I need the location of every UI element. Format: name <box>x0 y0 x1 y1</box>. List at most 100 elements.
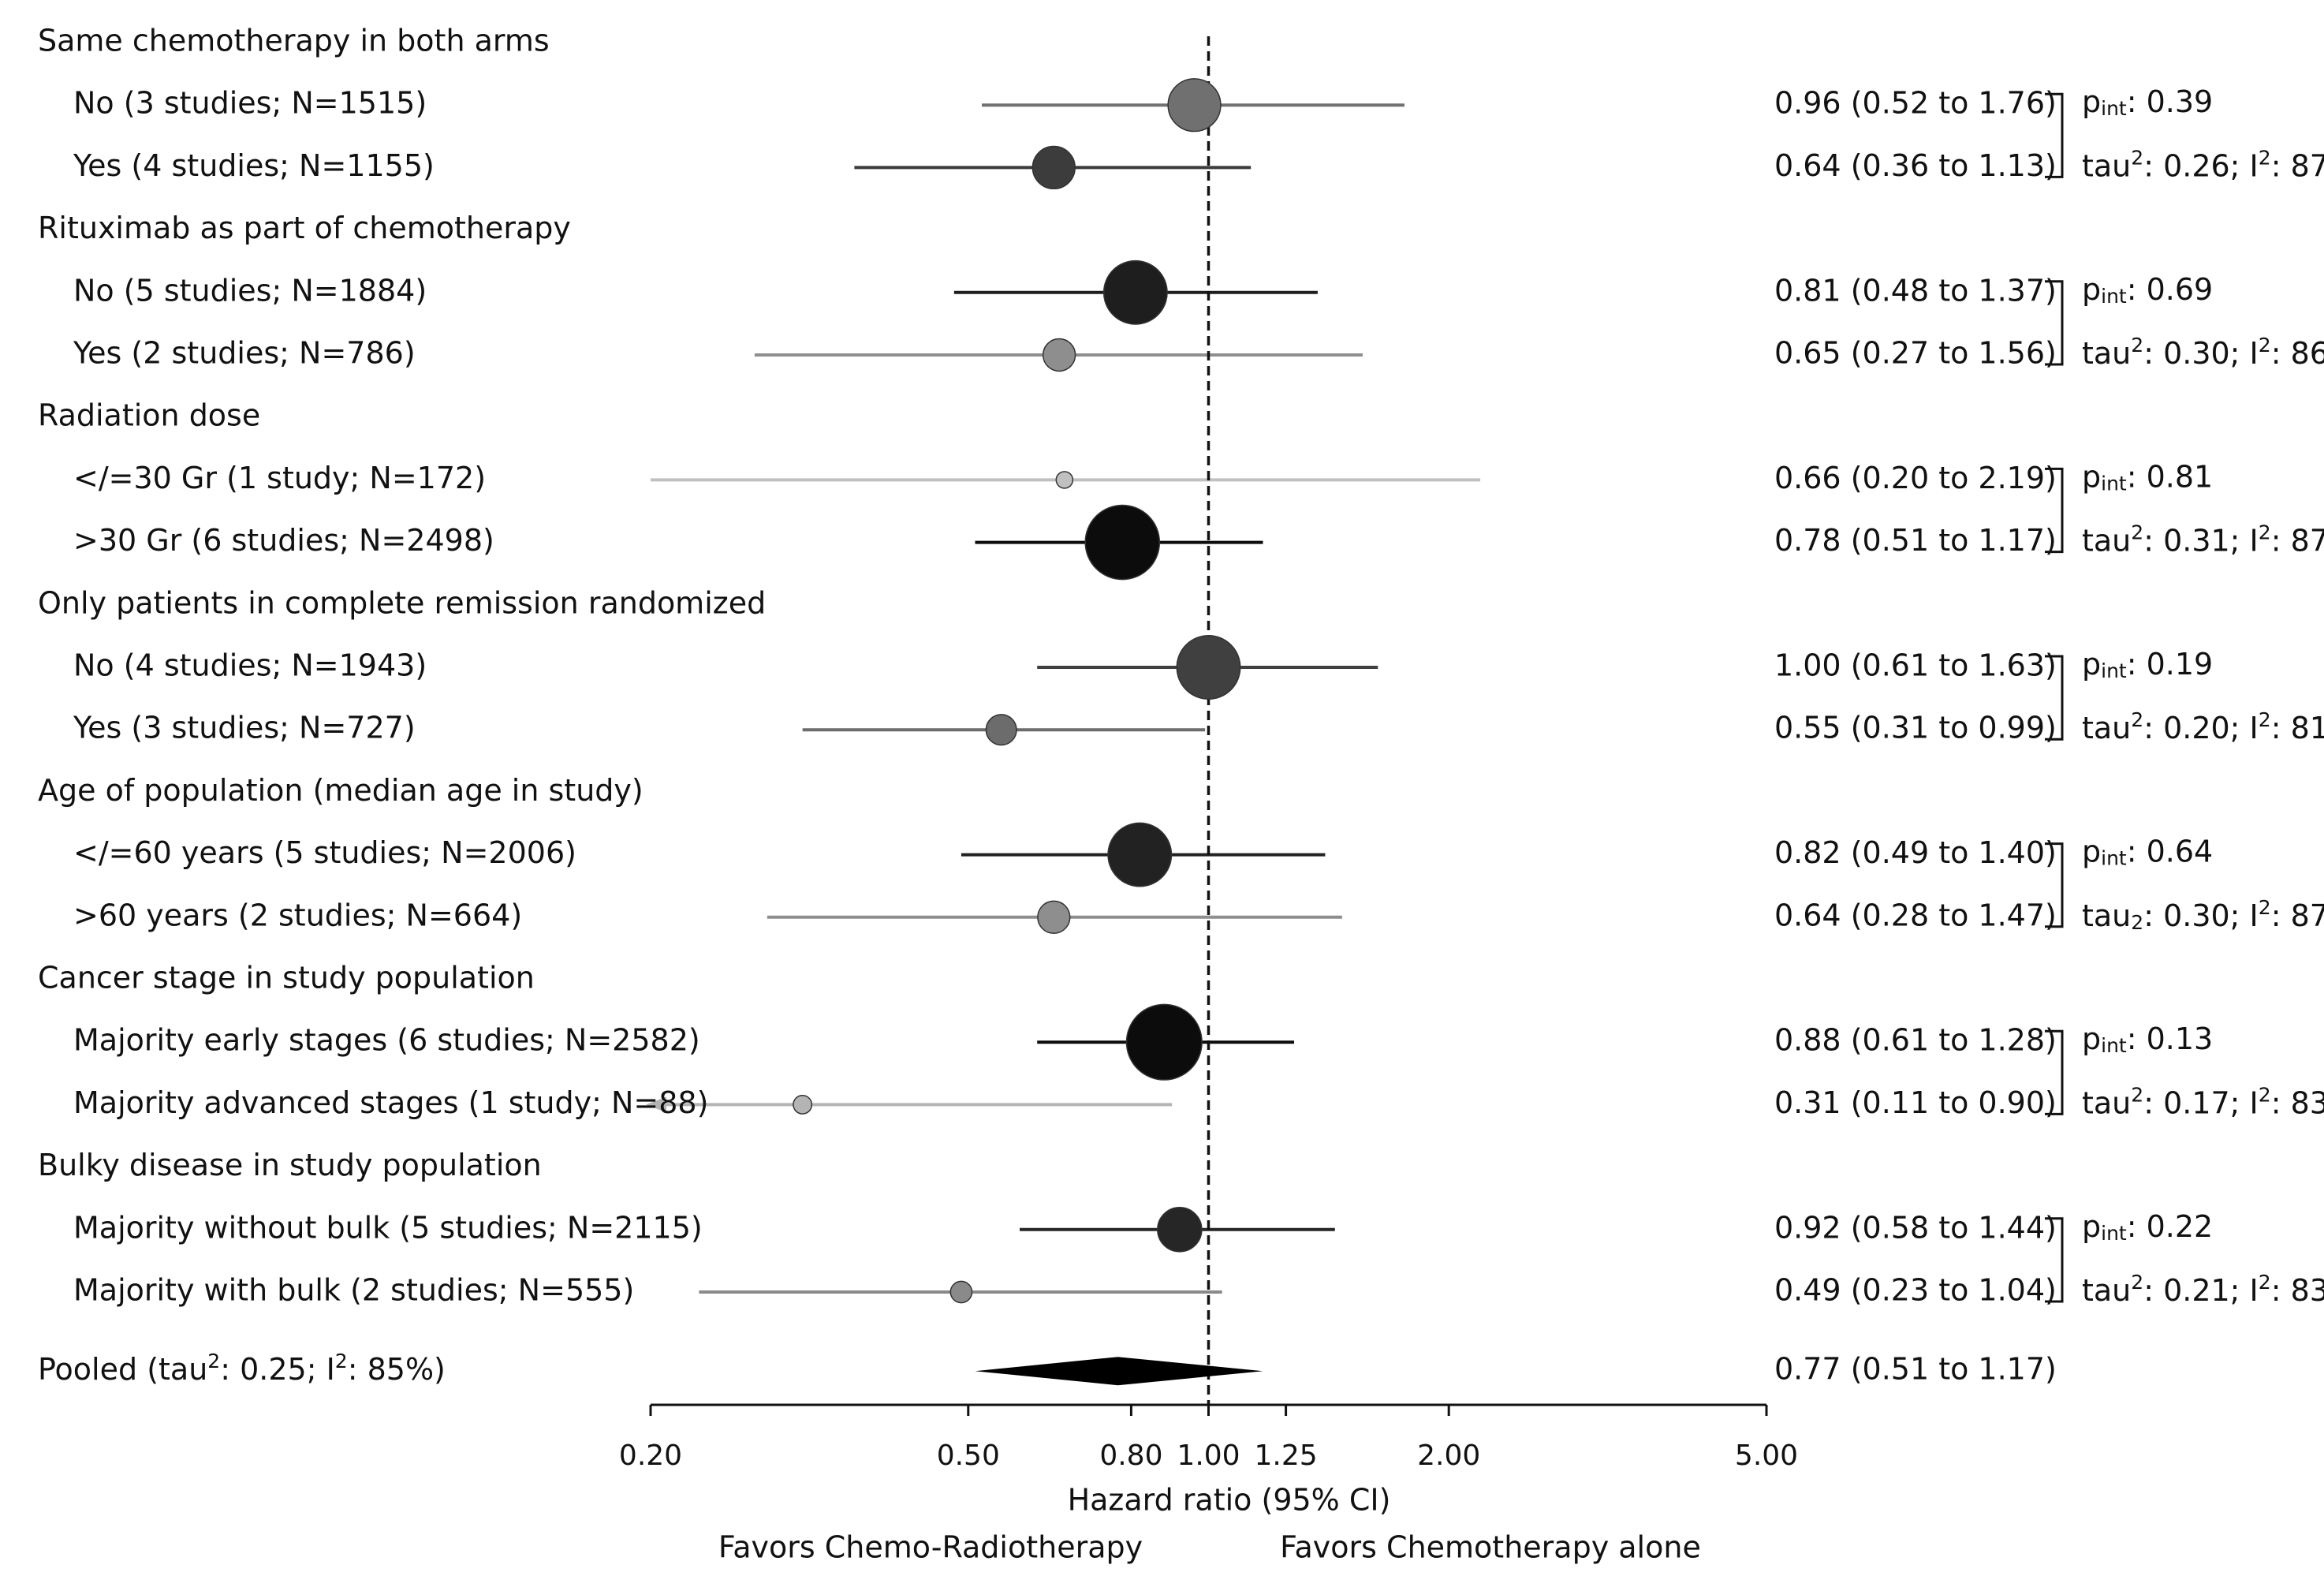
ci-text: 0.64 (0.36 to 1.13) <box>1774 148 2057 183</box>
heterogeneity-text: tau2: 0.31; I2: 87% <box>2082 521 2324 558</box>
hr-point <box>1037 900 1071 934</box>
i2-superscript: 2 <box>2259 146 2271 169</box>
tau-superscript: 2 <box>2131 1271 2143 1294</box>
tau-label: tau <box>2082 523 2131 558</box>
row-label: </=30 Gr (1 study; N=172) <box>73 461 486 495</box>
pooled-tau-superscript: 2 <box>207 1350 220 1372</box>
i2-superscript: 2 <box>2259 1271 2271 1294</box>
row-label: Yes (4 studies; N=1155) <box>73 148 435 183</box>
x-tick-label: 0.20 <box>619 1440 682 1472</box>
p-label: p <box>2082 834 2101 868</box>
row-label: Yes (3 studies; N=727) <box>73 711 416 745</box>
ci-arrow-left <box>646 1096 666 1113</box>
p-int-value: : 0.81 <box>2127 459 2214 494</box>
pooled-tau-value: : 0.25; I <box>220 1352 335 1387</box>
p-subscript: int <box>2101 659 2127 682</box>
row-label: No (3 studies; N=1515) <box>73 86 427 121</box>
tau-superscript: 2 <box>2131 521 2143 543</box>
ci-text: 0.81 (0.48 to 1.37) <box>1774 273 2057 308</box>
ci-text: 0.78 (0.51 to 1.17) <box>1774 523 2057 558</box>
ci-text: 0.64 (0.28 to 1.47) <box>1774 898 2057 932</box>
tau-label: tau <box>2082 336 2131 371</box>
favors-right-label: Favors Chemotherapy alone <box>1280 1530 1701 1565</box>
group-heading: Rituximab as part of chemotherapy <box>38 211 571 245</box>
p-subscript: int <box>2101 846 2127 869</box>
tau-label: tau <box>2082 898 2131 932</box>
ci-text: 0.92 (0.58 to 1.44) <box>1774 1210 2057 1245</box>
i2-value: : 83% <box>2271 1273 2324 1308</box>
interaction-bracket <box>2045 842 2064 928</box>
plot-marks <box>793 78 1263 1386</box>
hr-point <box>1176 635 1241 700</box>
x-tick-label: 0.50 <box>937 1440 1000 1472</box>
p-label: p <box>2082 647 2101 682</box>
p-int-value: : 0.22 <box>2127 1208 2214 1243</box>
hr-point <box>1084 504 1161 581</box>
i2-superscript: 2 <box>2259 521 2271 543</box>
hr-point <box>1157 1207 1203 1253</box>
p-label: p <box>2082 84 2101 119</box>
group-heading: Radiation dose <box>38 398 260 433</box>
p-int-text: pint: 0.39 <box>2082 84 2213 120</box>
group-heading: Cancer stage in study population <box>38 961 535 995</box>
ci-text: 0.49 (0.23 to 1.04) <box>1774 1273 2057 1308</box>
group-heading: Only patients in complete remission rand… <box>38 585 766 620</box>
hr-point <box>1031 145 1076 190</box>
p-int-text: pint: 0.13 <box>2082 1021 2213 1057</box>
hr-point <box>1167 78 1222 133</box>
interaction-bracket <box>2045 280 2064 366</box>
i2-superscript: 2 <box>2259 896 2271 919</box>
heterogeneity-text: tau2: 0.30; I2: 86% <box>2082 334 2324 371</box>
tau-value: : 0.17; I <box>2143 1085 2259 1120</box>
row-label: >60 years (2 studies; N=664) <box>73 898 522 932</box>
heterogeneity-text: tau2: 0.30; I2: 87% <box>2082 896 2324 934</box>
ci-text: 0.55 (0.31 to 0.99) <box>1774 711 2057 745</box>
tau-subscript: 2 <box>2131 910 2143 933</box>
x-tick-label: 1.25 <box>1255 1440 1318 1472</box>
tau-value: : 0.30; I <box>2143 898 2259 932</box>
row-label: No (4 studies; N=1943) <box>73 648 427 683</box>
x-tick-label: 2.00 <box>1417 1440 1480 1472</box>
p-int-text: pint: 0.69 <box>2082 271 2213 307</box>
p-subscript: int <box>2101 1034 2127 1057</box>
group-heading: Age of population (median age in study) <box>38 773 643 808</box>
ci-text: 0.88 (0.61 to 1.28) <box>1774 1023 2057 1058</box>
plot-text: Same chemotherapy in both arms No (3 stud… <box>38 24 2324 1565</box>
tau-value: : 0.26; I <box>2143 148 2259 183</box>
row-label: No (5 studies; N=1884) <box>73 273 427 308</box>
i2-superscript: 2 <box>2259 1083 2271 1106</box>
pooled-label: Pooled (tau2: 0.25; I2: 85%) <box>38 1350 446 1387</box>
x-tick-label: 5.00 <box>1735 1440 1798 1472</box>
hr-point <box>793 1094 813 1115</box>
tau-superscript: 2 <box>2131 1083 2143 1106</box>
x-tick-label: 0.80 <box>1099 1440 1162 1472</box>
tau-superscript: 2 <box>2131 708 2143 731</box>
hr-point <box>1102 260 1168 325</box>
tau-value: : 0.30; I <box>2143 336 2259 371</box>
p-subscript: int <box>2101 472 2127 495</box>
row-label: </=60 years (5 studies; N=2006) <box>73 835 576 870</box>
x-axis-title: Hazard ratio (95% CI) <box>1068 1483 1391 1518</box>
hr-point <box>1042 338 1076 372</box>
hr-point <box>1125 1003 1203 1081</box>
tau-label: tau <box>2082 1085 2131 1120</box>
group-heading: Bulky disease in study population <box>38 1148 542 1182</box>
hr-point <box>949 1280 973 1304</box>
heterogeneity-text: tau2: 0.21; I2: 83% <box>2082 1271 2324 1308</box>
i2-superscript: 2 <box>2259 708 2271 731</box>
ci-text: 0.66 (0.20 to 2.19) <box>1774 461 2057 495</box>
hr-point <box>1107 822 1173 887</box>
tau-value: : 0.20; I <box>2143 711 2259 745</box>
ci-text: 0.65 (0.27 to 1.56) <box>1774 336 2057 371</box>
x-tick-label: 1.00 <box>1177 1440 1240 1472</box>
i2-value: : 86% <box>2271 336 2324 371</box>
hr-point <box>1055 471 1074 489</box>
row-label: Yes (2 studies; N=786) <box>73 336 416 371</box>
tau-label: tau <box>2082 148 2131 183</box>
tau-value: : 0.21; I <box>2143 1273 2259 1308</box>
row-label: Majority without bulk (5 studies; N=2115… <box>73 1210 703 1245</box>
heterogeneity-text: tau2: 0.26; I2: 87% <box>2082 146 2324 183</box>
interaction-bracket <box>2045 655 2064 741</box>
i2-value: : 87% <box>2271 898 2324 932</box>
pooled-i2-value: : 85%) <box>348 1352 446 1387</box>
